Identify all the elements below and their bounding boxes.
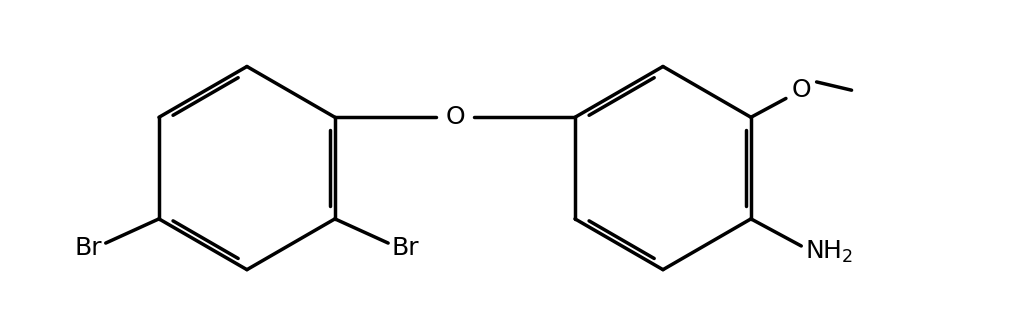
Text: O: O	[445, 105, 465, 129]
Text: Br: Br	[392, 236, 420, 260]
Text: O: O	[791, 78, 812, 102]
Text: NH$_2$: NH$_2$	[805, 239, 854, 265]
Text: Br: Br	[74, 236, 102, 260]
